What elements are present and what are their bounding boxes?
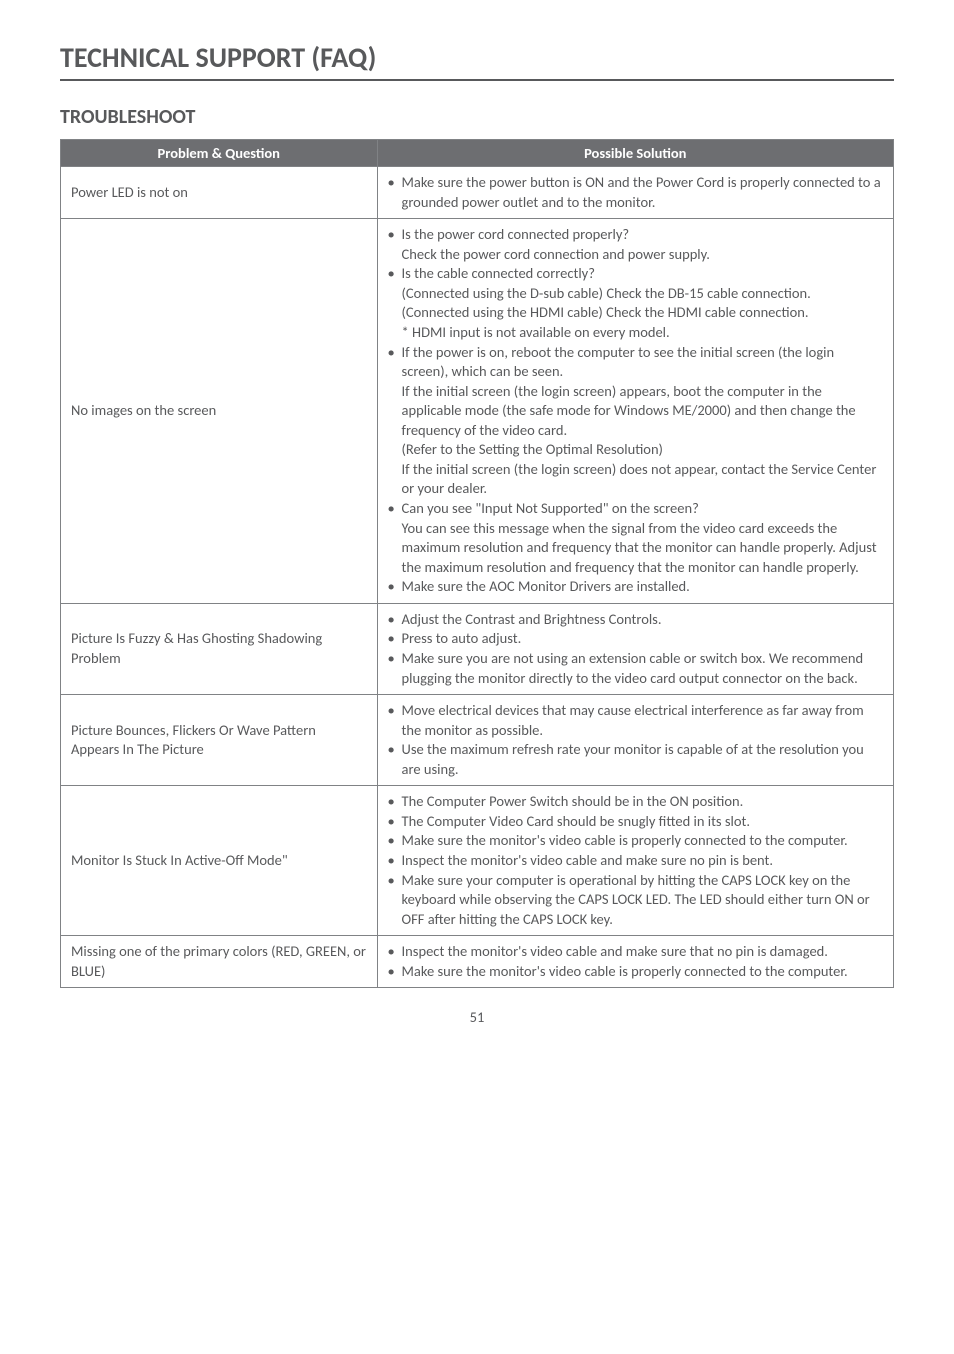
solution-continuation: * HDMI input is not available on every m… xyxy=(388,323,883,343)
solution-item: Press to auto adjust. xyxy=(388,629,883,649)
solution-cell: Adjust the Contrast and Brightness Contr… xyxy=(377,603,893,694)
solution-list: Is the power cord connected properly?Che… xyxy=(388,225,883,597)
solution-list: The Computer Power Switch should be in t… xyxy=(388,792,883,929)
solution-item: The Computer Power Switch should be in t… xyxy=(388,792,883,812)
solution-item: The Computer Video Card should be snugly… xyxy=(388,812,883,832)
question-cell: Missing one of the primary colors (RED, … xyxy=(61,936,378,988)
solution-item: Inspect the monitor's video cable and ma… xyxy=(388,851,883,871)
solution-list: Adjust the Contrast and Brightness Contr… xyxy=(388,610,883,688)
solution-item: Move electrical devices that may cause e… xyxy=(388,701,883,740)
page-number: 51 xyxy=(60,1008,894,1026)
solution-cell: Inspect the monitor's video cable and ma… xyxy=(377,936,893,988)
solution-continuation: (Refer to the Setting the Optimal Resolu… xyxy=(388,440,883,460)
table-header-row: Problem & Question Possible Solution xyxy=(61,140,894,167)
solution-item: Make sure your computer is operational b… xyxy=(388,871,883,930)
solution-item: Inspect the monitor's video cable and ma… xyxy=(388,942,883,962)
header-solution: Possible Solution xyxy=(377,140,893,167)
solution-item: Make sure the monitor's video cable is p… xyxy=(388,962,883,982)
solution-item: Make sure the AOC Monitor Drivers are in… xyxy=(388,577,883,597)
solution-list: Inspect the monitor's video cable and ma… xyxy=(388,942,883,981)
table-row: Monitor Is Stuck In Active-Off Mode" The … xyxy=(61,786,894,936)
troubleshoot-table: Problem & Question Possible Solution Pow… xyxy=(60,139,894,988)
question-cell: No images on the screen xyxy=(61,219,378,604)
solution-item: Adjust the Contrast and Brightness Contr… xyxy=(388,610,883,630)
solution-item: Use the maximum refresh rate your monito… xyxy=(388,740,883,779)
table-row: Power LED is not on Make sure the power b… xyxy=(61,167,894,219)
solution-continuation: (Connected using the HDMI cable) Check t… xyxy=(388,303,883,323)
solution-continuation: Check the power cord connection and powe… xyxy=(388,245,883,265)
solution-list: Move electrical devices that may cause e… xyxy=(388,701,883,779)
solution-cell: Make sure the power button is ON and the… xyxy=(377,167,893,219)
solution-cell: Is the power cord connected properly?Che… xyxy=(377,219,893,604)
solution-item: Can you see "Input Not Supported" on the… xyxy=(388,499,883,519)
solution-continuation: If the initial screen (the login screen)… xyxy=(388,382,883,441)
table-row: Missing one of the primary colors (RED, … xyxy=(61,936,894,988)
solution-cell: The Computer Power Switch should be in t… xyxy=(377,786,893,936)
solution-continuation: (Connected using the D-sub cable) Check … xyxy=(388,284,883,304)
solution-item: Is the power cord connected properly? xyxy=(388,225,883,245)
page-title: TECHNICAL SUPPORT (FAQ) xyxy=(60,40,894,81)
solution-item: If the power is on, reboot the computer … xyxy=(388,343,883,382)
solution-item: Make sure the power button is ON and the… xyxy=(388,173,883,212)
table-row: No images on the screenIs the power cord… xyxy=(61,219,894,604)
solution-list: Make sure the power button is ON and the… xyxy=(388,173,883,212)
solution-item: Make sure you are not using an extension… xyxy=(388,649,883,688)
question-cell: Picture Bounces, Flickers Or Wave Patter… xyxy=(61,695,378,786)
question-cell: Monitor Is Stuck In Active-Off Mode" xyxy=(61,786,378,936)
header-problem: Problem & Question xyxy=(61,140,378,167)
solution-continuation: You can see this message when the signal… xyxy=(388,519,883,578)
table-row: Picture Is Fuzzy & Has Ghosting Shadowin… xyxy=(61,603,894,694)
solution-item: Make sure the monitor's video cable is p… xyxy=(388,831,883,851)
solution-item: Is the cable connected correctly? xyxy=(388,264,883,284)
question-cell: Picture Is Fuzzy & Has Ghosting Shadowin… xyxy=(61,603,378,694)
question-cell: Power LED is not on xyxy=(61,167,378,219)
solution-cell: Move electrical devices that may cause e… xyxy=(377,695,893,786)
section-subtitle: TROUBLESHOOT xyxy=(60,105,894,129)
solution-continuation: If the initial screen (the login screen)… xyxy=(388,460,883,499)
table-row: Picture Bounces, Flickers Or Wave Patter… xyxy=(61,695,894,786)
